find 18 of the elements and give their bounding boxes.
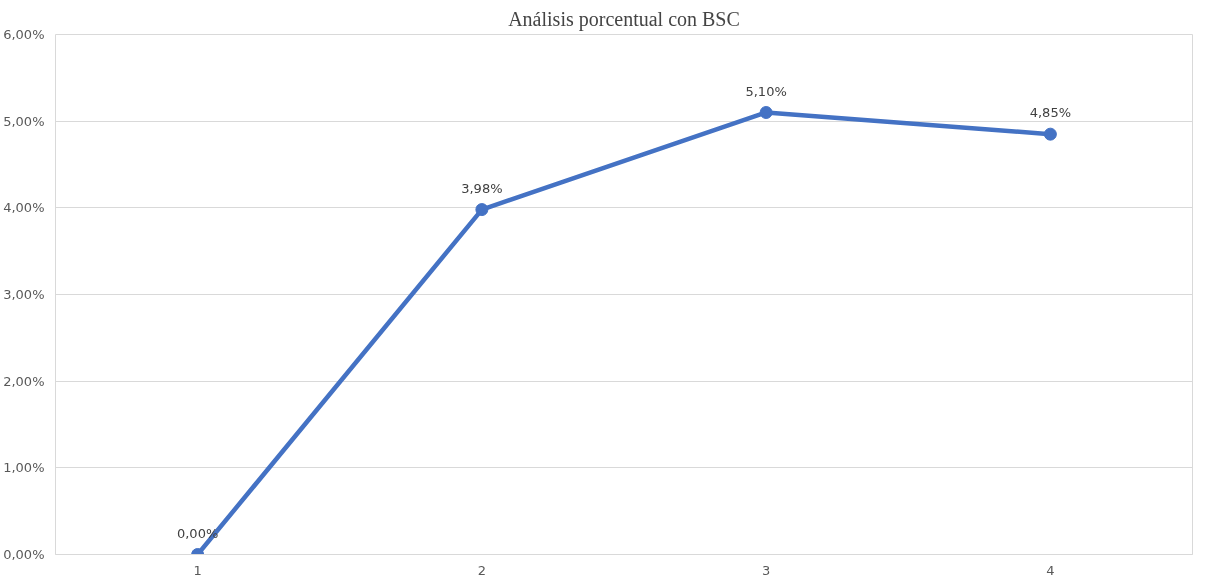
data-label: 5,10%: [745, 83, 787, 99]
chart-title: Análisis porcentual con BSC: [508, 7, 740, 31]
y-tick-label: 4,00%: [3, 200, 45, 216]
y-tick-label: 5,00%: [3, 113, 45, 129]
point: [759, 106, 773, 119]
point: [1043, 127, 1057, 141]
x-tick-label: 3: [761, 562, 771, 578]
y-tick-label: 0,00%: [3, 547, 45, 562]
x-tick-label: 1: [193, 562, 202, 578]
data-label: 4,85%: [1029, 105, 1072, 121]
y-tick-label: 1,00%: [3, 460, 45, 476]
x-tick-label: 2: [477, 562, 487, 578]
y-tick-label: 2,00%: [3, 373, 45, 389]
point: [475, 203, 489, 217]
y-tick-label: 3,00%: [3, 287, 45, 302]
data-label: 3,98%: [461, 180, 503, 196]
y-tick-label: 6,00%: [3, 27, 45, 42]
x-tick-label: 4: [1046, 562, 1055, 578]
